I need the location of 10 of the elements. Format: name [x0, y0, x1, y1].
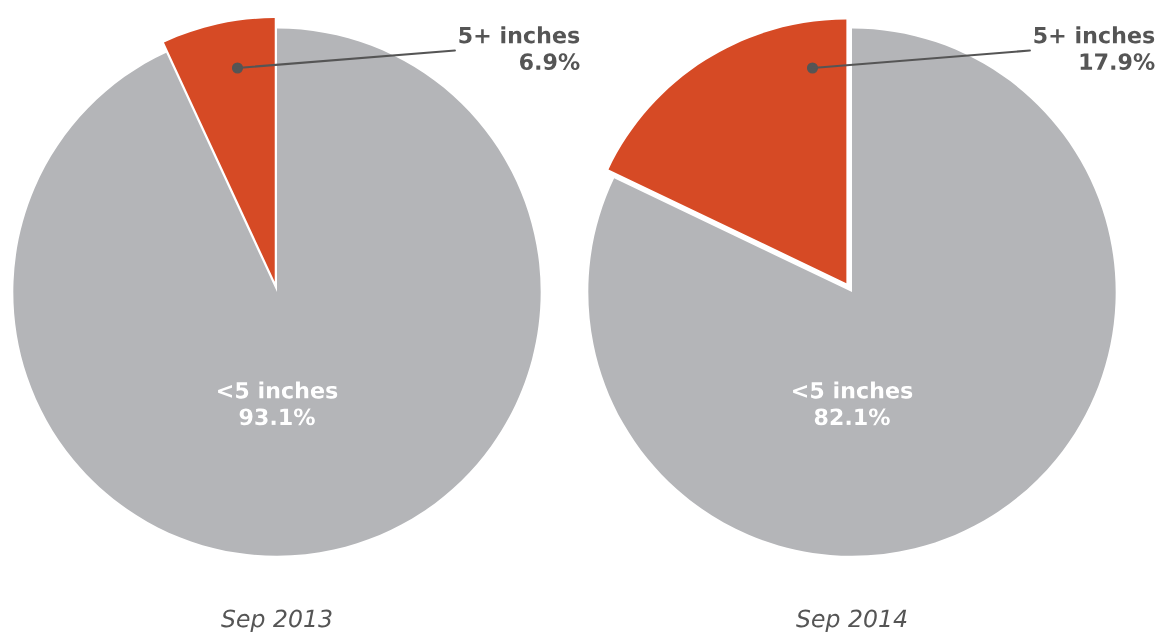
slice-label: <5 inches [793, 381, 913, 399]
data-label: 6.9% [519, 53, 580, 71]
text: Sep 2014 [796, 609, 907, 632]
slice-label: 5+ inches [459, 26, 580, 44]
slice-label: <5 inches [218, 381, 338, 399]
data-label: 93.1% [239, 408, 315, 426]
data-label: 17.9% [1080, 53, 1155, 71]
data-label: 82.1% [814, 408, 890, 426]
text: Sep 2013 [221, 609, 332, 632]
slice-label: 5+ inches [1034, 26, 1155, 44]
